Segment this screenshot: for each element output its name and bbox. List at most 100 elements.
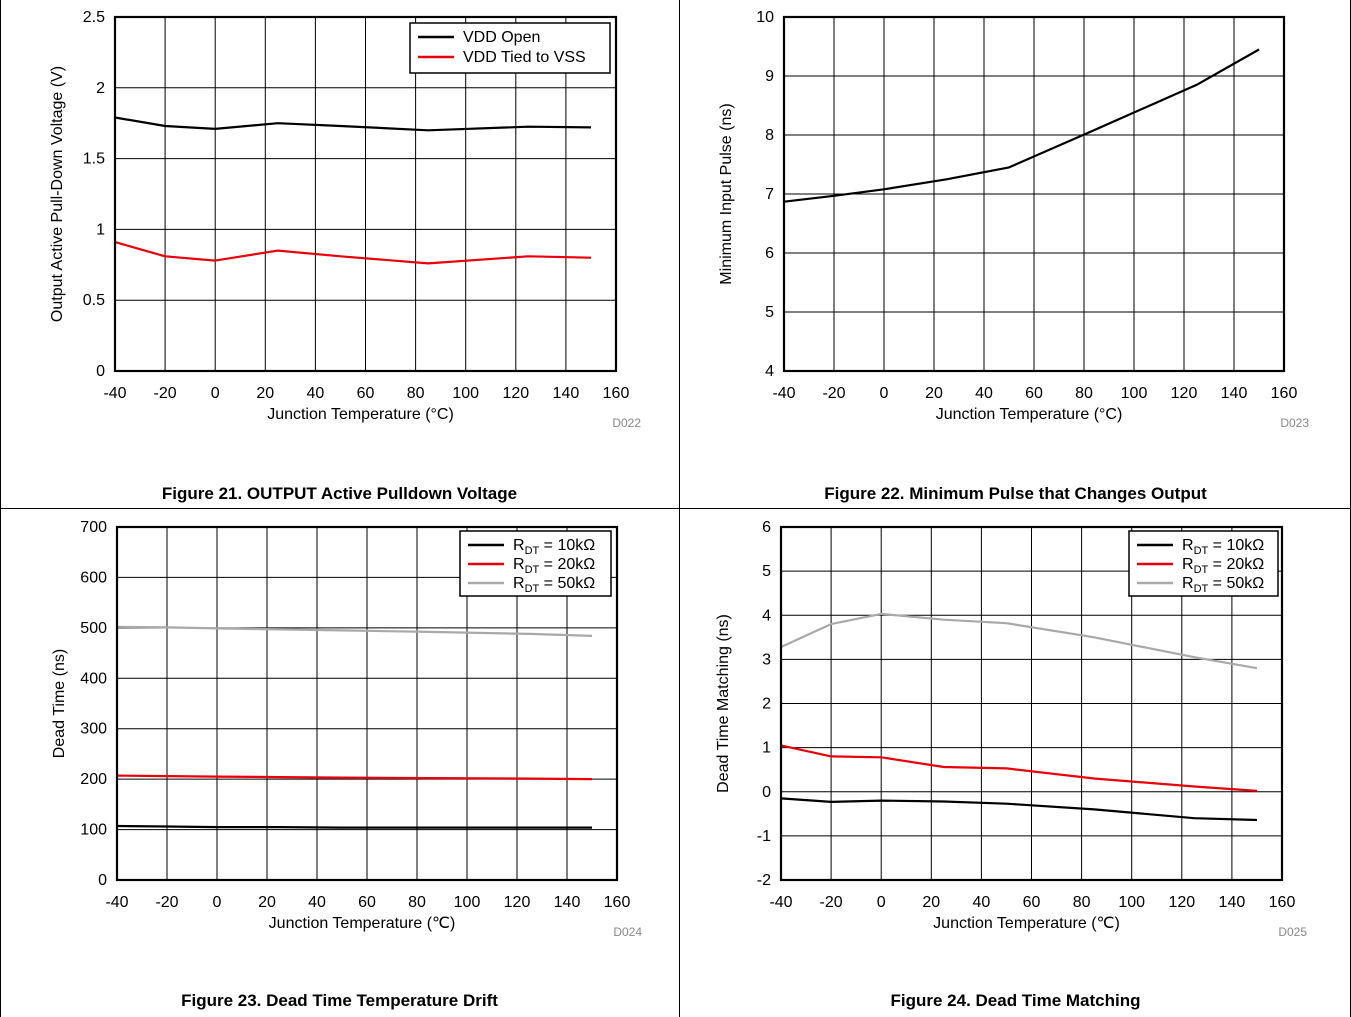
x-tick-label: 40: [975, 385, 993, 402]
legend-label-2: RDT = 20kΩ: [1182, 556, 1264, 576]
y-tick-label: 2.5: [83, 9, 105, 26]
plot-frame: [115, 525, 619, 882]
x-tick-label: -40: [105, 894, 128, 911]
x-tick-label: 40: [308, 894, 326, 911]
y-tick-label: 300: [80, 721, 107, 738]
figure-code: D022: [612, 416, 641, 430]
y-axis-title: Output Active Pull-Down Voltage (V): [49, 66, 66, 322]
x-tick-label: 140: [554, 894, 581, 911]
figure-21-panel: -40 -20 0 20 40 60 80 100 120 140 160 0 0.5 1 1.5 2 2.5 J…: [0, 0, 679, 508]
legend-label-1: VDD Open: [463, 29, 540, 46]
series-line-1: [116, 824, 592, 829]
figure-24-panel: -40 -20 0 20 40 60 80 100 120 140 160 -2 -1 0 1 2 3 4 5 6 Ju…: [680, 509, 1351, 1017]
y-tick-label: 8: [765, 127, 774, 144]
y-tick-label: 6: [762, 519, 771, 536]
figure-21-caption: Figure 21. OUTPUT Active Pulldown Voltag…: [161, 484, 518, 503]
x-tick-label: 60: [358, 894, 376, 911]
y-tick-label: -2: [757, 872, 771, 889]
series-line-3: [780, 612, 1258, 670]
x-tick-label: 80: [1073, 894, 1091, 911]
y-tick-label: 2: [762, 696, 771, 713]
x-axis-title: Junction Temperature (°C): [267, 406, 454, 423]
legend-label-3: RDT = 50kΩ: [1182, 575, 1264, 595]
x-tick-label: 40: [973, 894, 991, 911]
x-tick-label: 0: [211, 385, 220, 402]
x-tick-label: 60: [357, 385, 375, 402]
figure-22-panel: -40 -20 0 20 40 60 80 100 120 140 160 4 5 6 7 8 9 10 Junct…: [680, 0, 1351, 508]
y-tick-label: 1.5: [83, 151, 105, 168]
y-tick-label: 400: [80, 670, 107, 687]
y-tick-label: 0: [762, 784, 771, 801]
y-tick-label: 5: [765, 304, 774, 321]
x-tick-label: 120: [1171, 385, 1198, 402]
frame-horizontal-divider: [0, 508, 1351, 509]
legend: VDD Open VDD Tied to VSS: [409, 22, 611, 74]
y-tick-label: 6: [765, 245, 774, 262]
y-tick-label: 4: [762, 607, 771, 624]
legend-box: [409, 22, 611, 74]
x-tick-label: 120: [504, 894, 531, 911]
grid-lines: [784, 17, 1284, 371]
y-tick-label: 4: [765, 363, 774, 380]
series-line-1: [114, 116, 592, 132]
x-tick-label: 100: [452, 385, 479, 402]
y-tick-label: 0.5: [83, 292, 105, 309]
figure-23-chart: -40 -20 0 20 40 60 80 100 120 140 160 0 100 200 300 400…: [51, 519, 642, 939]
x-tick-label: -20: [822, 385, 845, 402]
x-tick-label: -40: [772, 385, 795, 402]
x-axis-title: Junction Temperature (℃): [269, 915, 456, 932]
figure-22-chart: -40 -20 0 20 40 60 80 100 120 140 160 4 5 6 7 8 9 10 Junct…: [718, 9, 1309, 430]
figure-23-caption: Figure 23. Dead Time Temperature Drift: [181, 991, 498, 1010]
grid-lines: [115, 17, 616, 371]
x-axis-title: Junction Temperature (°C): [936, 406, 1123, 423]
x-tick-label: 160: [1271, 385, 1298, 402]
x-tick-label: 100: [454, 894, 481, 911]
y-tick-label: 0: [98, 872, 107, 889]
x-tick-label: 20: [258, 894, 276, 911]
series-line-2: [114, 241, 592, 265]
x-tick-label: 20: [922, 894, 940, 911]
x-tick-label: 20: [925, 385, 943, 402]
x-tick-label: 160: [603, 385, 630, 402]
figure-24-chart: -40 -20 0 20 40 60 80 100 120 140 160 -2 -1 0 1 2 3 4 5 6 Ju…: [715, 519, 1307, 939]
x-tick-label: 0: [877, 894, 886, 911]
x-tick-label: 160: [1269, 894, 1296, 911]
frame-left-border: [0, 0, 1, 1017]
plot-frame: [779, 525, 1284, 882]
x-tick-label: -20: [154, 385, 177, 402]
x-tick-label: 120: [1168, 894, 1195, 911]
series-line-1: [783, 48, 1260, 203]
figure-code: D023: [1280, 416, 1309, 430]
x-tick-label: -40: [769, 894, 792, 911]
x-tick-label: 60: [1023, 894, 1041, 911]
x-axis-title: Junction Temperature (℃): [933, 915, 1120, 932]
y-tick-label: 600: [80, 569, 107, 586]
x-tick-label: 0: [880, 385, 889, 402]
x-tick-label: 140: [1219, 894, 1246, 911]
y-tick-label: 100: [80, 822, 107, 839]
y-tick-label: 700: [80, 519, 107, 536]
x-tick-label: 60: [1025, 385, 1043, 402]
y-tick-label: 500: [80, 620, 107, 637]
legend-label-1: RDT = 10kΩ: [513, 537, 595, 557]
plot-frame: [782, 15, 1286, 373]
series-line-2: [780, 744, 1258, 792]
x-tick-label: 140: [553, 385, 580, 402]
figure-code: D025: [1278, 925, 1307, 939]
y-tick-label: -1: [757, 828, 771, 845]
y-axis-title: Minimum Input Pulse (ns): [718, 103, 735, 284]
figure-code: D024: [613, 925, 642, 939]
y-tick-label: 3: [762, 651, 771, 668]
legend-label-3: RDT = 50kΩ: [513, 575, 595, 595]
plot-frame: [113, 15, 618, 373]
x-tick-label: 80: [1075, 385, 1093, 402]
figure-21-chart: -40 -20 0 20 40 60 80 100 120 140 160 0 0.5 1 1.5 2 2.5 J…: [49, 9, 641, 430]
figure-22-caption: Figure 22. Minimum Pulse that Changes Ou…: [824, 484, 1207, 503]
x-tick-label: -20: [155, 894, 178, 911]
legend-label-1: RDT = 10kΩ: [1182, 537, 1264, 557]
x-tick-label: 0: [213, 894, 222, 911]
x-tick-label: 80: [408, 894, 426, 911]
x-tick-label: 160: [604, 894, 631, 911]
